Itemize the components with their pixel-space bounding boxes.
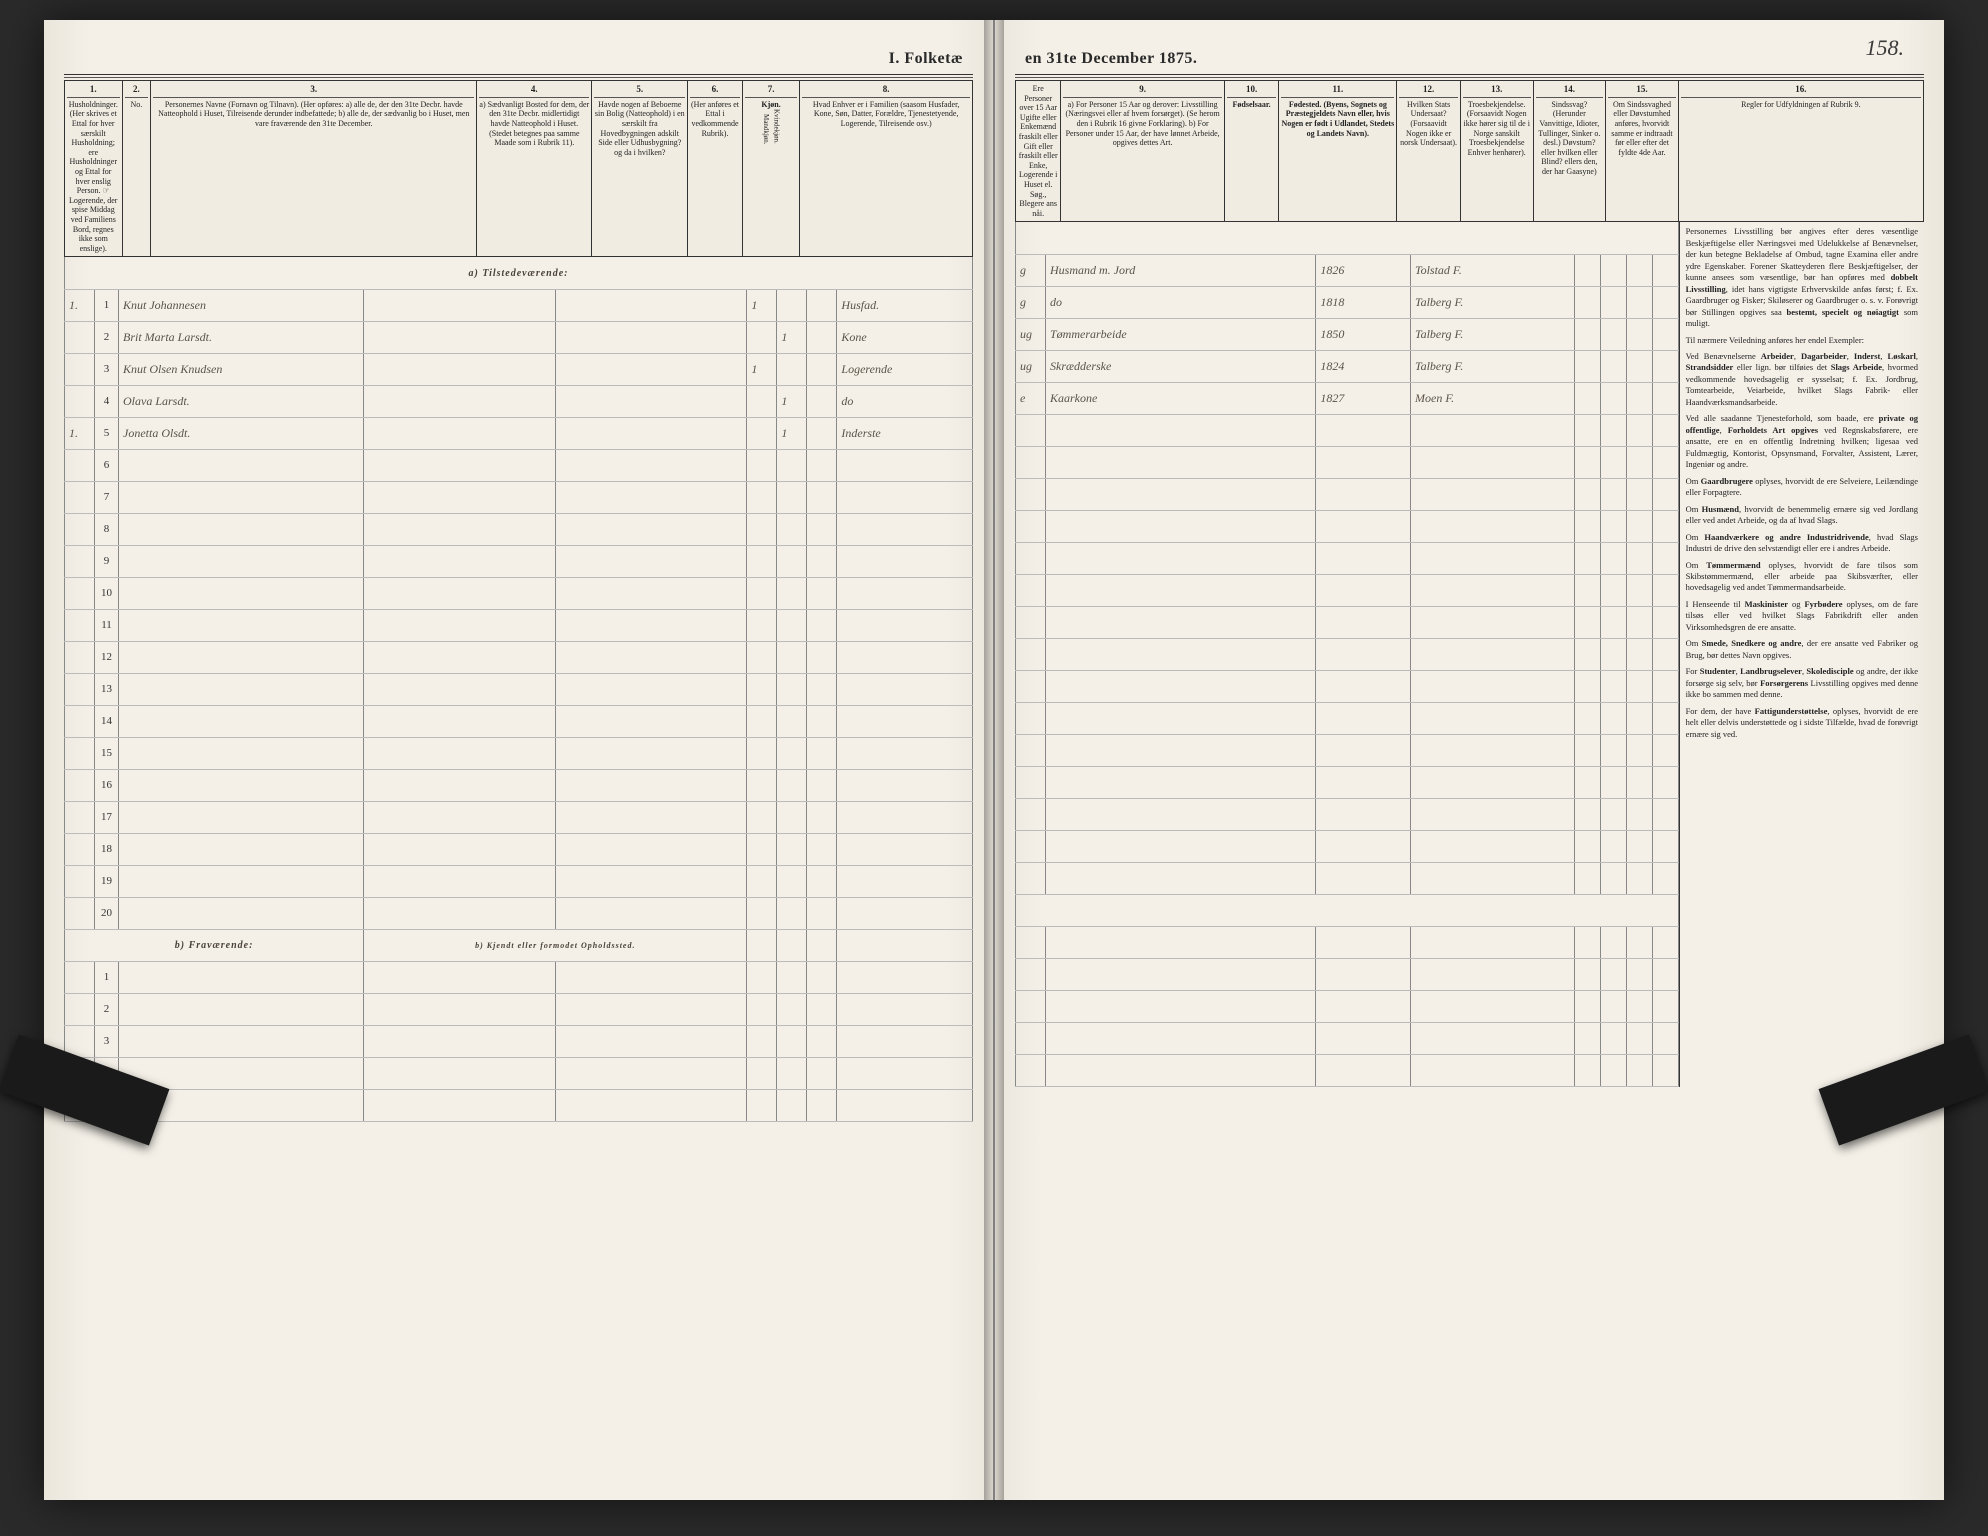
instruction-paragraph: For dem, der have Fattigunderstøttelse, …	[1686, 706, 1918, 740]
table-row	[1016, 638, 1679, 670]
instructions-column: Personernes Livsstilling bør angives eft…	[1680, 222, 1924, 749]
table-row	[1016, 1022, 1679, 1054]
table-row: gHusmand m. Jord1826Tolstad F.	[1016, 254, 1679, 286]
instruction-paragraph: Om Smede, Snedkere og andre, der ere ans…	[1686, 638, 1918, 661]
table-row: 6	[65, 449, 973, 481]
title-right: en 31te December 1875.	[1015, 50, 1924, 68]
table-row: 1	[65, 961, 973, 993]
table-row	[1016, 862, 1679, 894]
table-row: 20	[65, 897, 973, 929]
table-row: gdo1818Talberg F.	[1016, 286, 1679, 318]
table-row: 14	[65, 705, 973, 737]
instruction-paragraph: Om Tømmermænd oplyses, hvorvidt de fare …	[1686, 560, 1918, 594]
header-left: 1.Husholdninger. (Her skrives et Ettal f…	[64, 80, 973, 257]
table-row	[1016, 926, 1679, 958]
instruction-paragraph: Til nærmere Veiledning anføres her endel…	[1686, 335, 1918, 346]
page-number: 158.	[1866, 35, 1905, 61]
table-row: ugTømmerarbeide1850Talberg F.	[1016, 318, 1679, 350]
table-row	[1016, 1054, 1679, 1086]
instruction-paragraph: Om Husmænd, hvorvidt de benemmelig ernær…	[1686, 504, 1918, 527]
table-row: 11	[65, 609, 973, 641]
right-page: 158. en 31te December 1875. Ere Personer…	[995, 20, 1944, 1500]
title-left: I. Folketæ	[64, 50, 973, 68]
table-row: 2Brit Marta Larsdt.1Kone	[65, 321, 973, 353]
section-b-label: b) Fraværende:	[65, 929, 364, 961]
instruction-paragraph: Ved alle saadanne Tjenesteforhold, som b…	[1686, 413, 1918, 470]
table-row	[1016, 670, 1679, 702]
table-row	[1016, 574, 1679, 606]
table-row: 15	[65, 737, 973, 769]
table-row: 7	[65, 481, 973, 513]
table-row: 5	[65, 1089, 973, 1121]
table-row: 10	[65, 577, 973, 609]
table-row: 4Olava Larsdt.1do	[65, 385, 973, 417]
body-left: a) Tilstedeværende: 1.1Knut Johannesen1H…	[64, 257, 973, 1122]
body-right: gHusmand m. Jord1826Tolstad F.gdo1818Tal…	[1015, 222, 1679, 1087]
table-row	[1016, 414, 1679, 446]
table-row: 8	[65, 513, 973, 545]
table-row: 3Knut Olsen Knudsen1Logerende	[65, 353, 973, 385]
table-row	[1016, 766, 1679, 798]
instruction-paragraph: Ved Benævnelserne Arbeider, Dagarbeider,…	[1686, 351, 1918, 408]
table-row: 12	[65, 641, 973, 673]
table-row	[1016, 798, 1679, 830]
table-row: 1.1Knut Johannesen1Husfad.	[65, 289, 973, 321]
header-right: Ere Personer over 15 Aar Ugifte eller En…	[1015, 80, 1924, 222]
instruction-paragraph: Om Gaardbrugere oplyses, hvorvidt de ere…	[1686, 476, 1918, 499]
table-row	[1016, 990, 1679, 1022]
table-row: 18	[65, 833, 973, 865]
table-row: 13	[65, 673, 973, 705]
table-row: 4	[65, 1057, 973, 1089]
table-row	[1016, 542, 1679, 574]
table-row: ugSkrædderske1824Talberg F.	[1016, 350, 1679, 382]
table-row: 17	[65, 801, 973, 833]
table-row: 9	[65, 545, 973, 577]
table-row	[1016, 958, 1679, 990]
table-row: 1.5Jonetta Olsdt.1Inderste	[65, 417, 973, 449]
instruction-paragraph: I Henseende til Maskinister og Fyrbødere…	[1686, 599, 1918, 633]
table-row	[1016, 478, 1679, 510]
table-row	[1016, 702, 1679, 734]
table-row: 16	[65, 769, 973, 801]
table-row	[1016, 606, 1679, 638]
table-row	[1016, 830, 1679, 862]
table-row: 19	[65, 865, 973, 897]
table-row	[1016, 446, 1679, 478]
book-spine	[984, 20, 1004, 1500]
left-page: I. Folketæ 1.Husholdninger. (Her skrives…	[44, 20, 995, 1500]
table-row	[1016, 510, 1679, 542]
instruction-paragraph: For Studenter, Landbrugselever, Skoledis…	[1686, 666, 1918, 700]
instruction-paragraph: Om Haandværkere og andre Industridrivend…	[1686, 532, 1918, 555]
table-row: 3	[65, 1025, 973, 1057]
instruction-paragraph: Personernes Livsstilling bør angives eft…	[1686, 226, 1918, 329]
section-a-label: a) Tilstedeværende:	[65, 257, 973, 289]
table-row: 2	[65, 993, 973, 1025]
table-row: eKaarkone1827Moen F.	[1016, 382, 1679, 414]
census-book-spread: I. Folketæ 1.Husholdninger. (Her skrives…	[44, 20, 1944, 1500]
table-row	[1016, 734, 1679, 766]
